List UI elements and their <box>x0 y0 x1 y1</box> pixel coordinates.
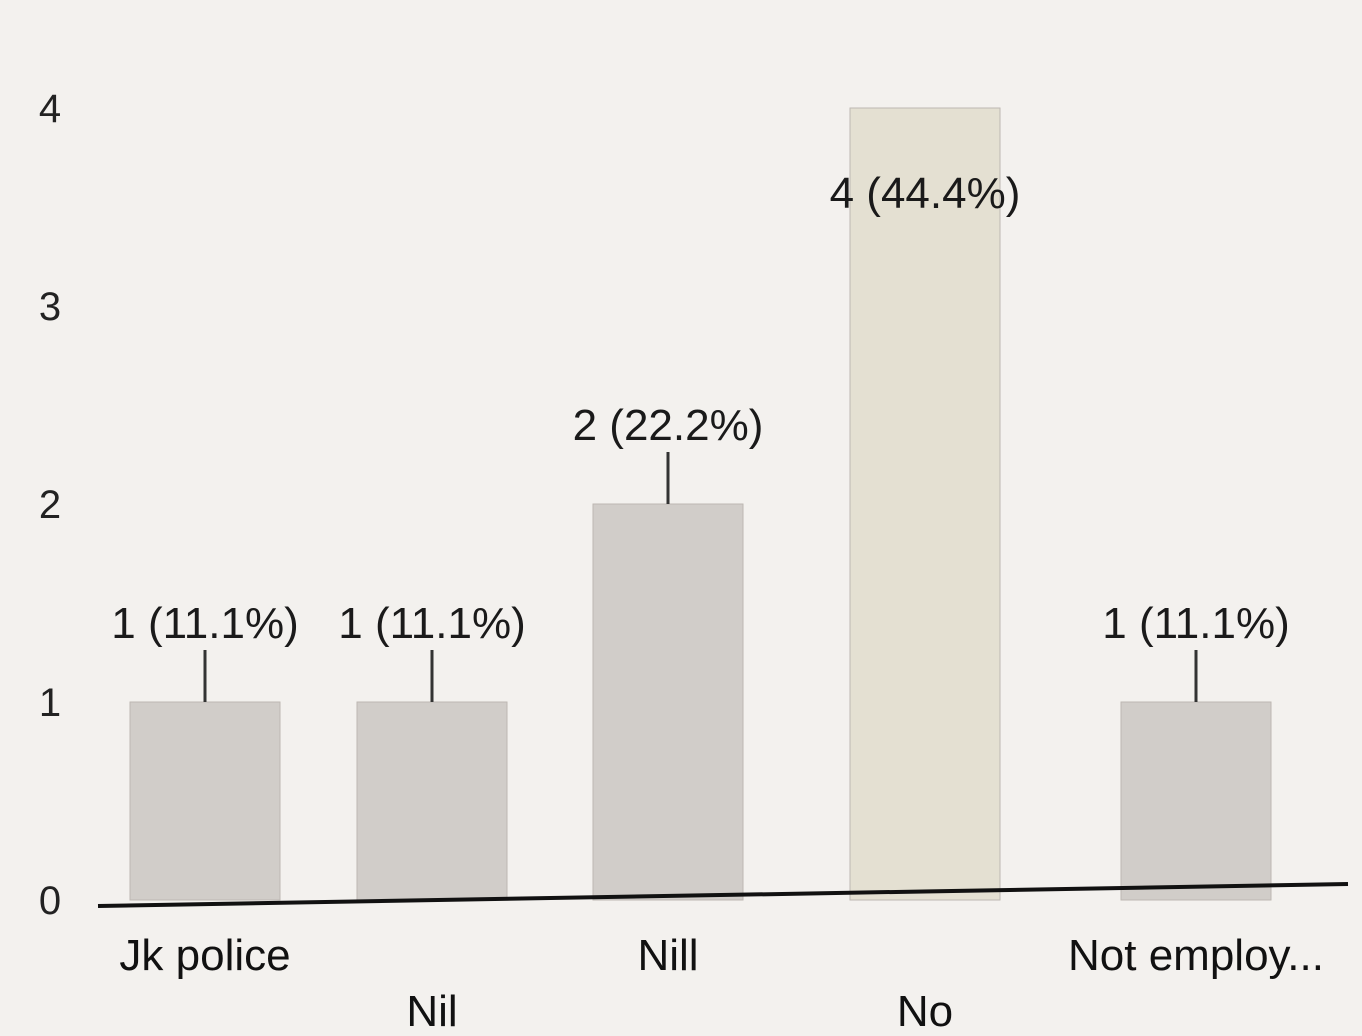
bar <box>356 701 508 901</box>
bar <box>129 701 281 901</box>
y-tick-label: 0 <box>39 879 61 923</box>
y-tick-label: 1 <box>39 681 61 725</box>
x-category-label: No <box>897 987 953 1036</box>
data-label: 1 (11.1%) <box>111 599 299 648</box>
data-label-leaders <box>203 452 1198 702</box>
data-label: 4 (44.4%) <box>830 169 1021 218</box>
bars <box>129 107 1272 901</box>
x-category-label: Nil <box>406 987 457 1036</box>
data-label: 2 (22.2%) <box>573 401 764 450</box>
y-tick-label: 4 <box>39 87 61 131</box>
bar <box>849 107 1001 901</box>
data-labels: 1 (11.1%) 1 (11.1%) 2 (22.2%) 4 (44.4%) 1 (1… <box>111 169 1290 648</box>
x-category-label: Not employ... <box>1068 931 1324 980</box>
x-axis-line <box>97 882 1349 908</box>
y-tick-label: 2 <box>39 483 61 527</box>
x-axis-labels: Jk police Nil Nill No Not employ... <box>119 931 1324 1036</box>
data-label: 1 (11.1%) <box>338 599 526 648</box>
bar <box>1120 701 1272 901</box>
x-category-label: Jk police <box>119 931 290 980</box>
y-axis-ticks: 0 1 2 3 4 <box>39 87 61 923</box>
x-category-label: Nill <box>637 931 698 980</box>
y-tick-label: 3 <box>39 285 61 329</box>
bar <box>592 503 744 901</box>
data-label: 1 (11.1%) <box>1102 599 1290 648</box>
